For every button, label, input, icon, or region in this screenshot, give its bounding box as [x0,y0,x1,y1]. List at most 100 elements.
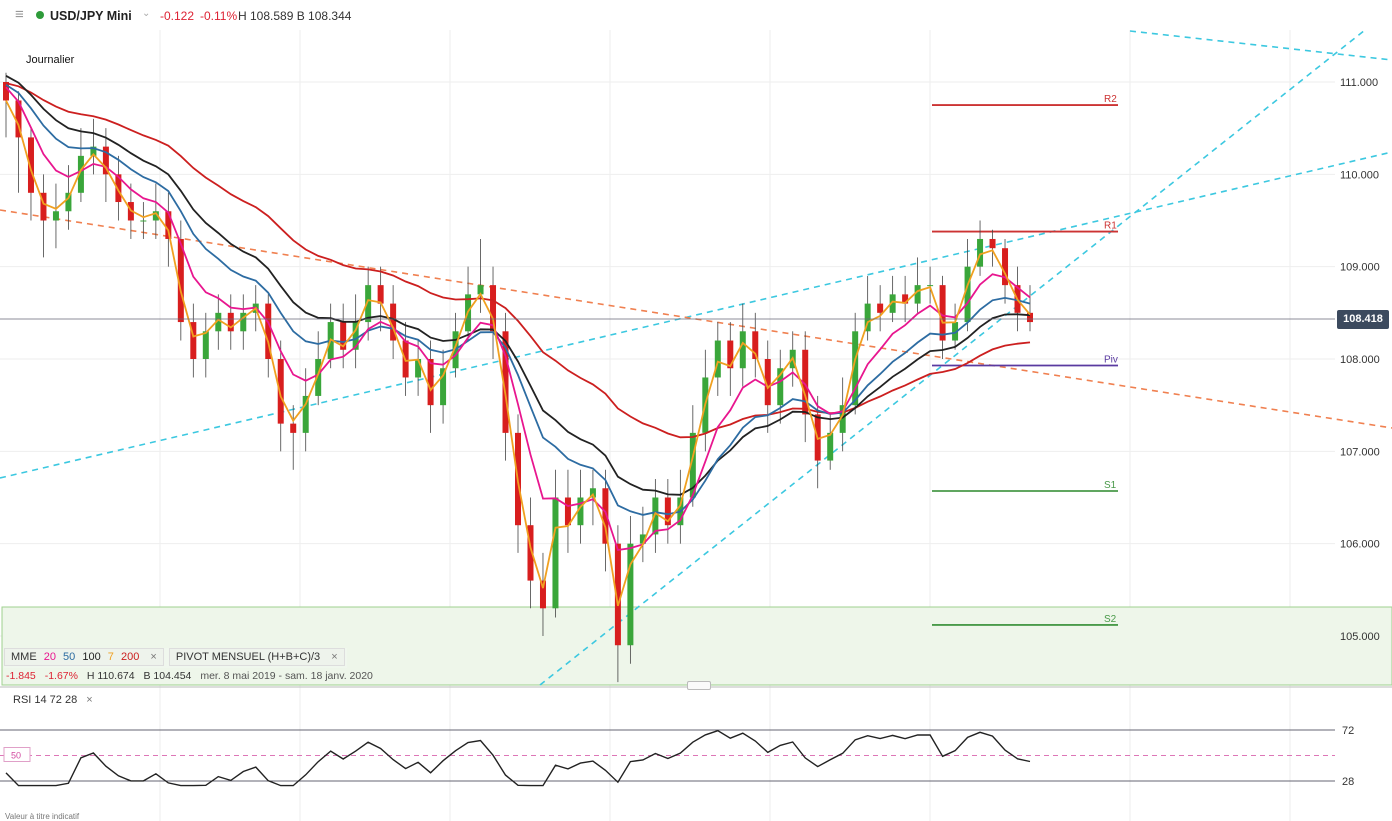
candle-body [102,146,109,175]
candle-body [739,331,746,369]
candle-body [589,488,596,498]
candle-body [427,359,434,406]
ema-100-line [5,75,1031,496]
hamburger-icon[interactable]: ≡ [15,6,24,23]
candle-body [877,303,884,313]
candles [3,72,1033,683]
close-icon[interactable]: × [150,651,157,664]
range-high: H 110.674 [86,670,135,682]
close-icon[interactable]: × [86,694,93,706]
candle-body [927,285,934,287]
candle-body [3,82,9,101]
mme-label: MME [11,651,37,664]
rsi-lower-label: 28 [1342,776,1354,788]
candle-body [290,423,297,433]
candle-body [839,405,846,433]
candle-body [639,534,646,544]
candle-body [477,285,484,295]
candle-body [365,285,372,323]
rsi-label: RSI 14 72 28 [13,694,78,706]
range-stats: -1.845 -1.67% H 110.674 B 104.454 mer. 8… [6,670,379,682]
trendline-cyan-top [1129,30,1392,61]
period-label: Journalier [26,54,75,66]
candle-body [627,543,634,646]
candle-body [152,211,159,221]
mme-200: 200 [120,651,140,664]
high-low-values: H 108.589 B 108.344 [238,9,352,23]
candle-body [65,192,72,212]
candle-body [764,359,771,406]
pivot-level-label: R2 [1104,94,1117,105]
candle-body [664,497,671,526]
candle-body [527,525,534,581]
pivot-legend[interactable]: PIVOT MENSUEL (H+B+C)/3 × [168,648,345,667]
y-tick-label: 107.000 [1340,446,1380,458]
candle-body [552,497,559,609]
candle-body [215,312,222,332]
mme-legend[interactable]: MME 20 50 100 7 200 × [4,648,164,667]
range-change: -1.845 [6,670,36,682]
candle-body [902,294,909,304]
price-axis: 111.000 110.000 109.000 108.000 107.000 106.0… [1340,77,1380,643]
candle-body [752,331,759,359]
candle-body [115,174,122,203]
candle-body [265,303,272,359]
candle-body [27,137,34,193]
rsi-legend[interactable]: RSI 14 72 28 × [13,694,93,706]
candle-body [539,580,546,609]
candle-body [914,285,921,304]
y-tick-label: 110.000 [1340,169,1379,181]
close-icon[interactable]: × [331,651,338,664]
market-open-dot [36,11,44,19]
candle-body [40,192,47,221]
y-tick-label: 105.000 [1340,631,1380,643]
range-low: B 104.454 [143,670,192,682]
candle-body [939,285,946,341]
candle-body [315,359,322,396]
candle-body [190,322,197,359]
candle-body [377,285,384,304]
rsi-line [5,729,1031,787]
candle-body [52,211,59,221]
pivot-level-label: Piv [1104,354,1118,365]
chevron-down-icon[interactable]: ⌄ [142,8,151,19]
candle-body [302,395,309,433]
candle-body [614,543,621,646]
moving-averages [5,75,1031,607]
candle-body [989,238,996,249]
rsi-upper-label: 72 [1342,725,1354,737]
candle-body [240,312,247,332]
pivot-label: PIVOT MENSUEL (H+B+C)/3 [175,651,321,664]
candle-body [714,340,721,378]
candle-body [15,100,22,138]
price-change-pct: -0.11% [200,9,238,23]
mme-100: 100 [82,651,101,664]
candle-body [177,238,184,323]
candle-body [140,220,147,222]
y-tick-label: 108.000 [1340,354,1380,366]
candle-body [802,349,809,415]
trendline-cyan-lower [0,151,1392,479]
candle-body [602,488,609,544]
candle-body [90,146,97,156]
candle-body [727,340,734,369]
pane-resize-handle[interactable] [687,681,711,690]
candle-body [864,303,871,332]
rsi-mid-badge [3,747,31,762]
instrument-name[interactable]: USD/JPY Mini [50,9,132,23]
candle-body [777,368,784,406]
candle-body [852,331,859,406]
candle-body [165,211,172,239]
rsi-mid-label: 50 [11,751,21,761]
ema-7-line [5,100,1031,607]
instrument-header: ≡ USD/JPY Mini ⌄ -0.122 -0.11% H 108.589… [0,0,1392,30]
candle-body [652,497,659,535]
candle-body [390,303,397,341]
trendline-cyan-steep [539,29,1366,686]
mme-20: 20 [43,651,56,664]
candle-body [202,331,209,359]
mme-50: 50 [63,651,76,664]
pivot-level-label: R1 [1104,221,1117,232]
pivot-levels: R2 R1 Piv S1 S2 [932,94,1118,626]
